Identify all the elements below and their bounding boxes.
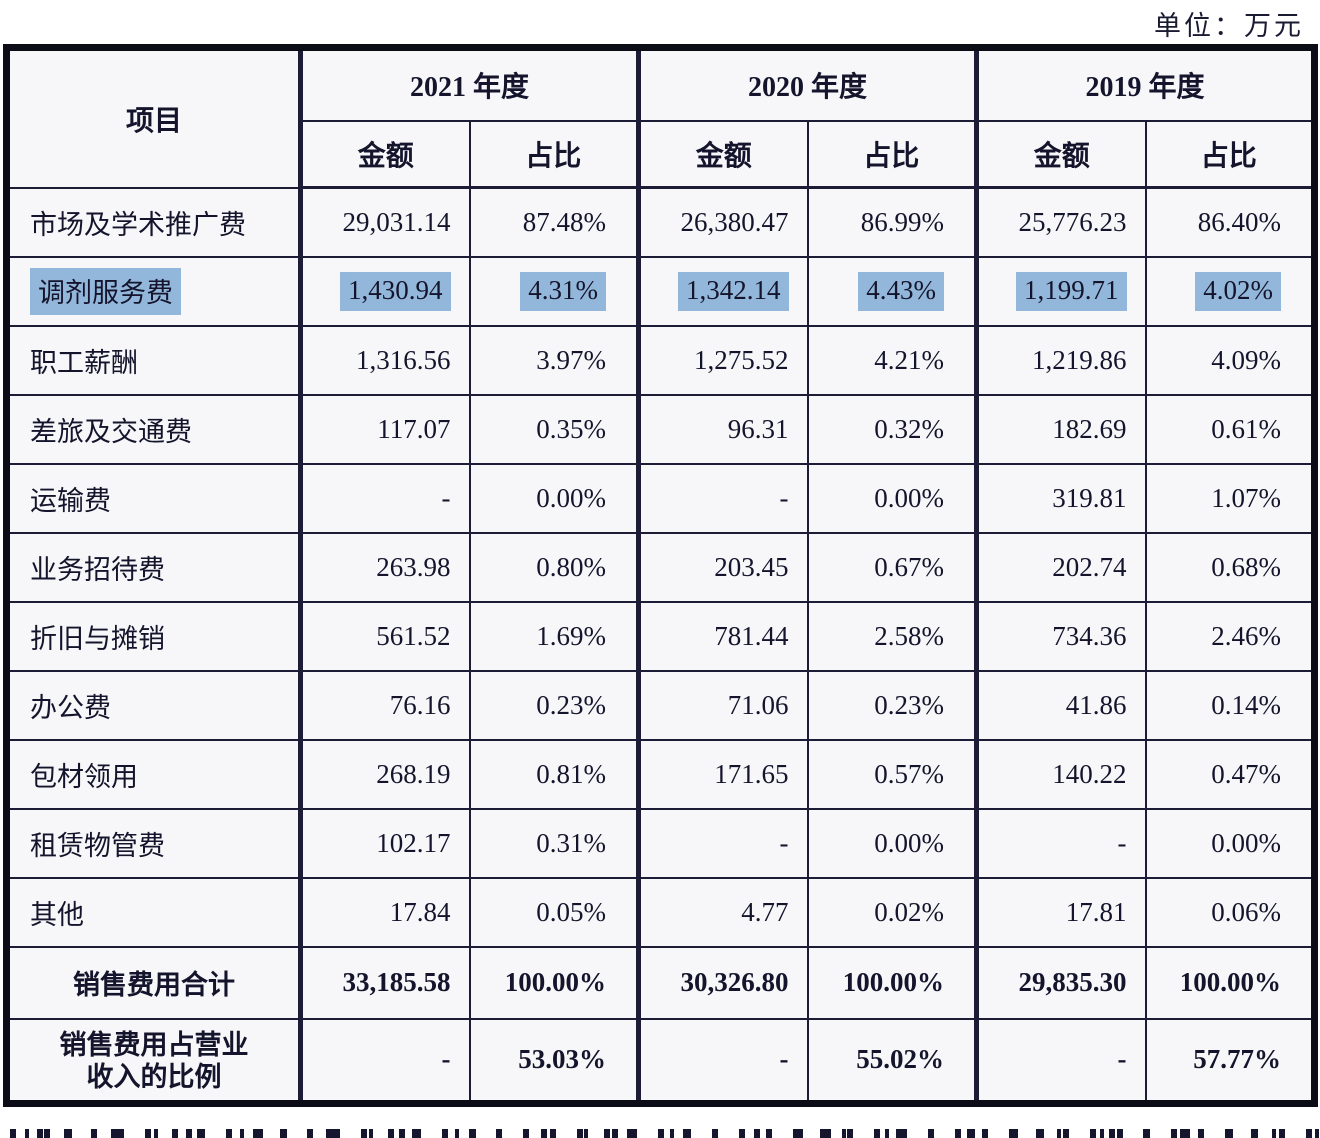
col-header-year-2021: 2021 年度 [297,46,640,122]
row-label: 租赁物管费 [5,807,302,879]
col-header-year-2019: 2019 年度 [974,46,1316,122]
col-header-year-2020: 2020 年度 [636,46,978,122]
col-header-ratio-2021: 占比 [468,119,640,189]
col-header-ratio-2020: 占比 [806,119,978,189]
row-label: 办公费 [5,669,302,741]
table-row: 运输费 - 0.00% - 0.00% 319.81 1.07% [5,462,1316,534]
highlight-box: 4.43% [858,271,945,311]
table-row: 办公费 76.16 0.23% 71.06 0.23% 41.86 0.14% [5,669,1316,741]
col-header-ratio-2019: 占比 [1144,119,1316,189]
row-label: 包材领用 [5,738,302,810]
table-row: 职工薪酬 1,316.56 3.97% 1,275.52 4.21% 1,219… [5,324,1316,396]
col-header-amount-2021: 金额 [298,119,471,189]
selling-expense-table: 项目 2021 年度 2020 年度 2019 年度 金额 占比 金额 占比 金… [3,44,1319,1107]
ratio-row-label: 销售费用占营业 收入的比例 [5,1017,302,1105]
table-row: 其他 17.84 0.05% 4.77 0.02% 17.81 0.06% [5,876,1316,948]
row-label: 业务招待费 [5,531,302,603]
row-label: 运输费 [5,462,302,534]
row-label: 职工薪酬 [5,324,302,396]
table-row-highlighted: 调剂服务费 1,430.94 4.31% 1,342.14 4.43% 1,19… [5,255,1316,327]
highlight-box: 1,430.94 [340,271,451,311]
table-row: 业务招待费 263.98 0.80% 203.45 0.67% 202.74 0… [5,531,1316,603]
table-row: 市场及学术推广费 29,031.14 87.48% 26,380.47 86.9… [5,186,1316,258]
unit-label: 单位：万元 [1154,11,1304,41]
highlight-box: 4.02% [1195,271,1282,311]
col-header-amount-2019: 金额 [974,119,1147,189]
highlight-box: 4.31% [520,271,607,311]
col-header-item: 项目 [5,46,302,189]
clipped-footnote-text-top [10,1129,1320,1138]
table-row: 租赁物管费 102.17 0.31% - 0.00% - 0.00% [5,807,1316,879]
table-row: 折旧与摊销 561.52 1.69% 781.44 2.58% 734.36 2… [5,600,1316,672]
col-header-amount-2020: 金额 [636,119,809,189]
total-row-label: 销售费用合计 [5,945,302,1020]
highlight-box: 1,342.14 [678,271,789,311]
row-label: 折旧与摊销 [5,600,302,672]
total-row: 销售费用合计 33,185.58 100.00% 30,326.80 100.0… [5,945,1316,1020]
table-row: 差旅及交通费 117.07 0.35% 96.31 0.32% 182.69 0… [5,393,1316,465]
row-label: 其他 [5,876,302,948]
table-row: 包材领用 268.19 0.81% 171.65 0.57% 140.22 0.… [5,738,1316,810]
highlight-box: 调剂服务费 [30,267,181,315]
revenue-ratio-row: 销售费用占营业 收入的比例 - 53.03% - 55.02% - 57.77% [5,1017,1316,1105]
row-label: 差旅及交通费 [5,393,302,465]
row-label: 市场及学术推广费 [5,186,302,258]
highlight-box: 1,199.71 [1016,271,1127,311]
row-label: 调剂服务费 [5,255,302,327]
